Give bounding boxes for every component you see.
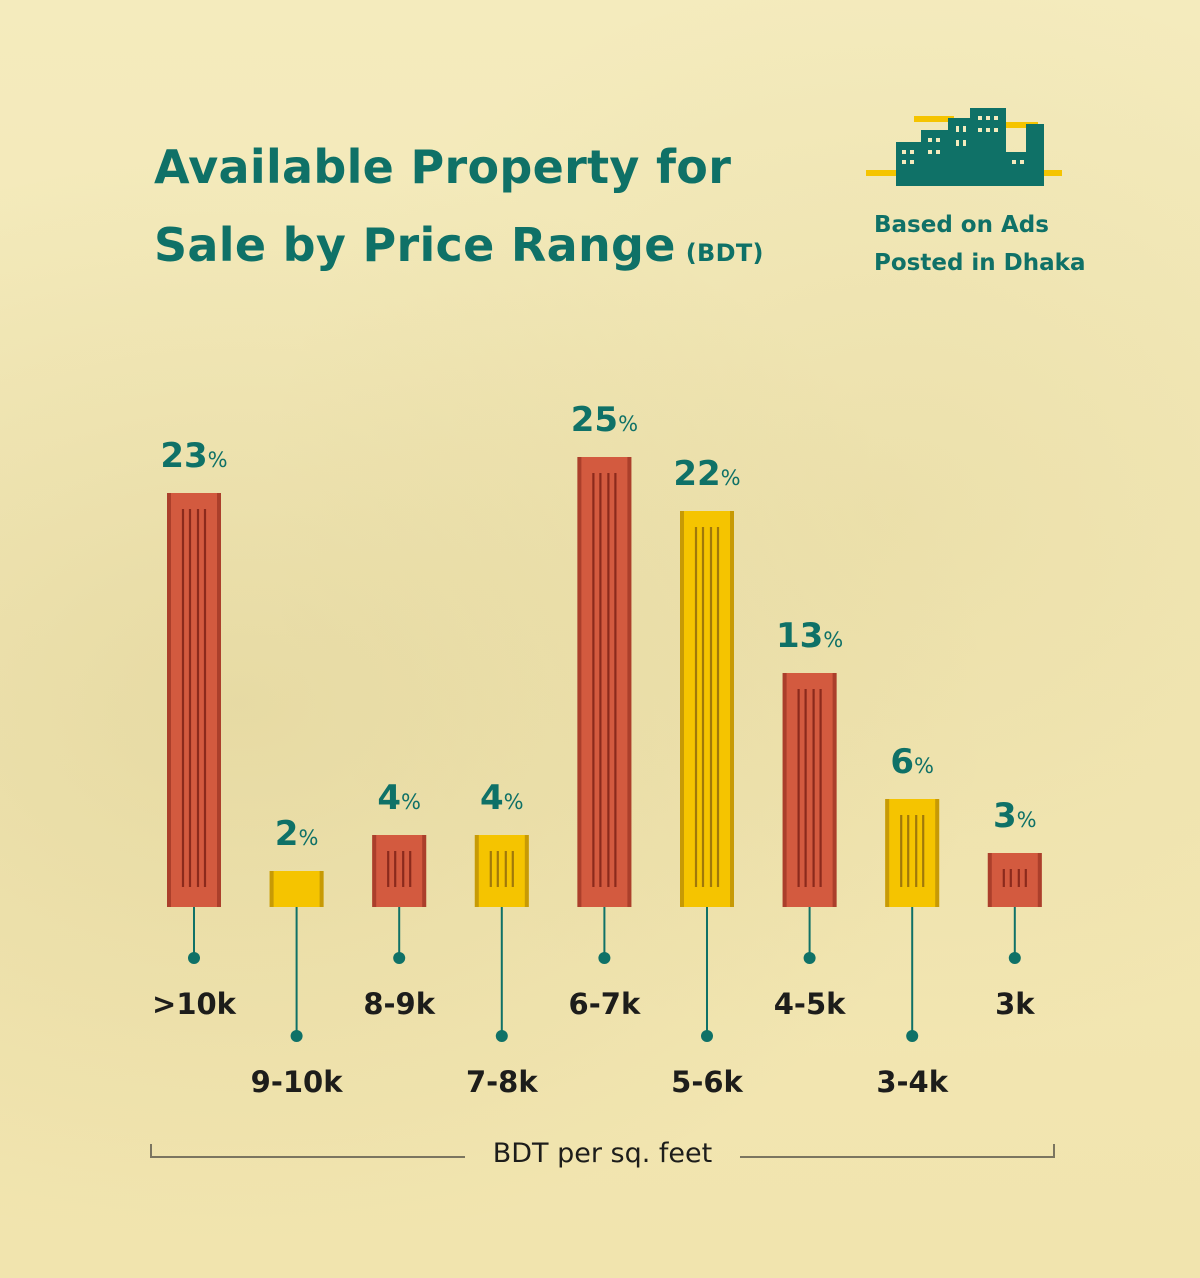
category-label: 4-5k (774, 987, 846, 1021)
side-note-line-2: Posted in Dhaka (874, 250, 1086, 276)
bar (680, 511, 734, 907)
bar-edge-left (885, 799, 890, 907)
bar (782, 673, 837, 907)
bar (885, 799, 940, 907)
value-label: 4% (377, 778, 421, 818)
category-label: 5-6k (671, 1065, 743, 1099)
category-dot (1008, 952, 1021, 964)
bar-edge-right (422, 835, 427, 907)
value-label: 25% (571, 400, 638, 440)
category-label: 3k (995, 987, 1035, 1021)
category-dot (906, 1030, 919, 1042)
title-unit: (BDT) (685, 239, 764, 267)
category-dot (803, 952, 816, 964)
bracket-left-line (150, 1156, 465, 1158)
bar (167, 493, 221, 907)
side-note-line-1: Based on Ads (874, 212, 1049, 238)
x-axis-title-bracket: BDT per sq. feet (150, 1136, 1055, 1176)
category-label: 8-9k (363, 987, 435, 1021)
bar-edge-left (577, 457, 582, 907)
bar-edge-left (167, 493, 171, 907)
value-label: 13% (776, 616, 843, 656)
category-label: 7-8k (466, 1065, 538, 1099)
category-label: 6-7k (569, 987, 641, 1021)
buildings-icon (866, 108, 1062, 186)
category-dot (290, 1030, 303, 1042)
bar (987, 853, 1042, 907)
bar (577, 457, 632, 907)
side-note: Based on Ads Posted in Dhaka (874, 206, 1085, 282)
bar-edge-right (935, 799, 940, 907)
bar-edge-right (1037, 853, 1042, 907)
bar-edge-left (474, 835, 479, 907)
value-label: 4% (480, 778, 524, 818)
value-label: 22% (673, 454, 740, 494)
bar-edge-left (269, 871, 274, 907)
value-label: 2% (275, 814, 319, 854)
category-label: 9-10k (251, 1065, 344, 1099)
bar-edge-left (372, 835, 377, 907)
bar-edge-right (319, 871, 324, 907)
value-label: 23% (160, 436, 227, 476)
bracket-right-line (740, 1156, 1055, 1158)
bar-edge-right (217, 493, 221, 907)
bar (474, 835, 529, 907)
bar-edge-left (782, 673, 787, 907)
bar (372, 835, 427, 907)
title-line-1: Available Property for (154, 140, 732, 194)
bracket-left-tick (150, 1144, 152, 1157)
bar-edge-right (730, 511, 734, 907)
category-dot (393, 952, 406, 964)
category-dot (598, 952, 611, 964)
bar-edge-right (524, 835, 529, 907)
value-label: 6% (890, 742, 934, 782)
value-label: 3% (993, 796, 1037, 836)
chart-title: Available Property for Sale by Price Ran… (154, 128, 764, 292)
title-line-2: Sale by Price Range (154, 218, 676, 272)
bar-edge-left (987, 853, 992, 907)
bar-edge-left (680, 511, 684, 907)
bracket-right-tick (1053, 1144, 1055, 1157)
category-label: 3-4k (876, 1065, 948, 1099)
category-label: >10k (152, 987, 237, 1021)
category-dot (701, 1030, 713, 1042)
bar-edge-right (627, 457, 632, 907)
x-axis-title: BDT per sq. feet (492, 1138, 713, 1169)
bar-edge-right (832, 673, 837, 907)
category-dot (495, 1030, 508, 1042)
category-dot (188, 952, 200, 964)
bar (269, 871, 324, 907)
